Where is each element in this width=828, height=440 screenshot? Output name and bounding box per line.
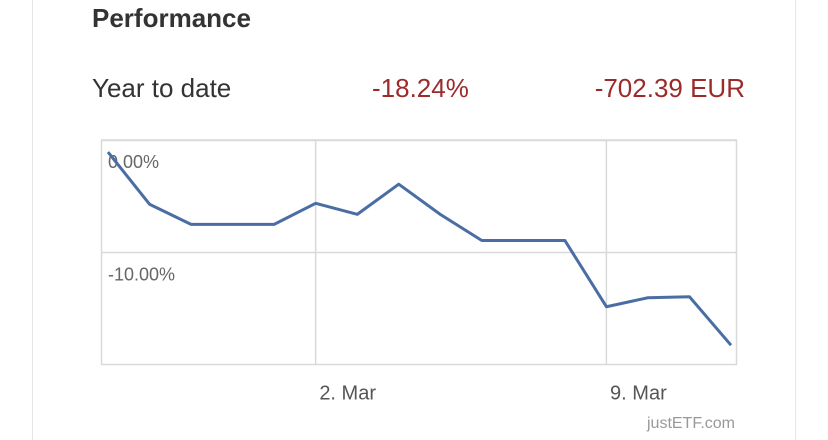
performance-chart: 0.00%-10.00%2. Mar 9. Mar: [100, 139, 738, 404]
x-tick-label: 2. Mar: [319, 382, 376, 404]
return-percent: -18.24%: [372, 73, 469, 103]
x-tick-label: 9. Mar: [610, 382, 667, 404]
period-label: Year to date: [92, 73, 231, 103]
performance-line: [106, 151, 733, 347]
credit: justETF.com: [646, 415, 735, 432]
return-amount: -702.39 EUR: [595, 73, 745, 103]
section-title: Performance: [92, 3, 251, 33]
y-tick-label: -10.00%: [108, 264, 175, 284]
